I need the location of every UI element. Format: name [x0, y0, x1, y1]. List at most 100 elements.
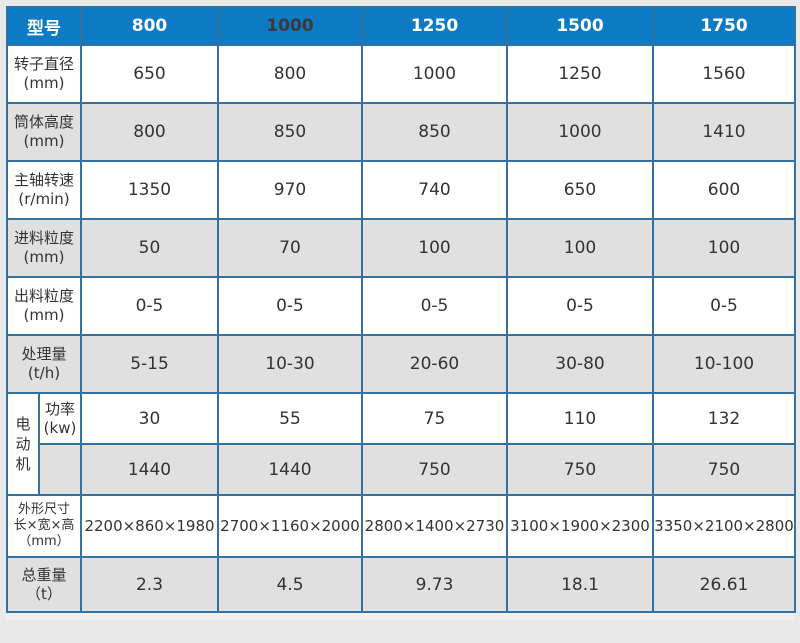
- spec-value-cell: 110: [506, 392, 654, 445]
- spec-value-cell: 55: [217, 392, 363, 445]
- spec-value-cell: 970: [217, 160, 363, 220]
- row-label-text: 功率: [44, 399, 75, 418]
- row-label-text: 出料粒度: [13, 287, 74, 306]
- motor-power-label: 功率 (kw): [38, 392, 82, 445]
- row-label-text: 筒体高度: [13, 113, 74, 132]
- model-header-800: 800: [80, 6, 219, 46]
- row-label-rotor-diameter: 转子直径 (mm): [6, 44, 82, 104]
- model-header-1250: 1250: [361, 6, 508, 46]
- row-label-feed-size: 进料粒度 (mm): [6, 218, 82, 278]
- spec-value-cell: 100: [361, 218, 508, 278]
- spec-value-cell: 9.73: [361, 556, 508, 613]
- model-header-1750: 1750: [652, 6, 796, 46]
- model-header-1000: 1000: [217, 6, 363, 46]
- row-label-unit: （t）: [26, 584, 62, 603]
- model-header-1500: 1500: [506, 6, 654, 46]
- spec-value-cell: 750: [652, 443, 796, 496]
- spec-value-cell: 1440: [217, 443, 363, 496]
- spec-value-cell: 1000: [361, 44, 508, 104]
- spec-value-cell: 26.61: [652, 556, 796, 613]
- row-label-text: 进料粒度: [13, 229, 74, 248]
- spec-value-cell: 0-5: [217, 276, 363, 336]
- spec-value-cell: 0-5: [80, 276, 219, 336]
- spec-value-cell: 30: [80, 392, 219, 445]
- row-label-overall-dimensions: 外形尺寸 长×宽×高 （mm）: [6, 494, 82, 558]
- row-label-text: 外形尺寸: [17, 501, 70, 517]
- spec-value-cell: 100: [506, 218, 654, 278]
- spec-value-cell: 1440: [80, 443, 219, 496]
- spec-value-cell: 750: [506, 443, 654, 496]
- spec-value-cell: 600: [652, 160, 796, 220]
- spec-value-cell: 740: [361, 160, 508, 220]
- row-label-unit: (t/h): [27, 364, 61, 382]
- row-motor-power: 电动机 功率 (kw) 30 55 75 110 132: [6, 392, 796, 496]
- spec-value-cell: 100: [652, 218, 796, 278]
- spec-value-cell: 1410: [652, 102, 796, 162]
- spec-value-cell: 3350×2100×2800: [652, 494, 796, 558]
- motor-group-label: 电动机: [6, 392, 40, 496]
- spec-value-cell: 800: [80, 102, 219, 162]
- header-row: 型号 800 1000 1250 1500 1750: [6, 6, 796, 46]
- row-total-weight: 总重量 （t） 2.3 4.5 9.73 18.1 26.61: [6, 556, 796, 613]
- spec-value-cell: 4.5: [217, 556, 363, 613]
- row-label-total-weight: 总重量 （t）: [6, 556, 82, 613]
- spec-value-cell: 650: [506, 160, 654, 220]
- spec-value-cell: 0-5: [506, 276, 654, 336]
- model-column-header: 型号: [6, 6, 82, 46]
- spec-value-cell: 0-5: [361, 276, 508, 336]
- spec-value-cell: 650: [80, 44, 219, 104]
- row-rotor-diameter: 转子直径 (mm) 650 800 1000 1250 1560: [6, 44, 796, 104]
- spec-value-cell: 50: [80, 218, 219, 278]
- spec-value-cell: 800: [217, 44, 363, 104]
- spec-value-cell: 0-5: [652, 276, 796, 336]
- row-label-unit: （mm）: [18, 534, 70, 550]
- spec-value-cell: 1000: [506, 102, 654, 162]
- row-cylinder-height: 筒体高度 (mm) 800 850 850 1000 1410: [6, 102, 796, 162]
- row-label-unit: (r/min): [18, 190, 70, 208]
- spec-value-cell: 18.1: [506, 556, 654, 613]
- row-label-text: 转子直径: [13, 55, 74, 74]
- spec-value-cell: 70: [217, 218, 363, 278]
- row-label-unit: (mm): [23, 306, 65, 324]
- spec-value-cell: 1560: [652, 44, 796, 104]
- spec-value-cell: 1250: [506, 44, 654, 104]
- spec-value-cell: 10-100: [652, 334, 796, 394]
- row-label-unit: (mm): [23, 132, 65, 150]
- row-label-discharge-size: 出料粒度 (mm): [6, 276, 82, 336]
- spec-value-cell: 2800×1400×2730: [361, 494, 508, 558]
- row-label-unit: (mm): [23, 248, 65, 266]
- spec-value-cell: 5-15: [80, 334, 219, 394]
- row-label-text: 长×宽×高: [13, 517, 75, 533]
- row-label-cylinder-height: 筒体高度 (mm): [6, 102, 82, 162]
- row-feed-size: 进料粒度 (mm) 50 70 100 100 100: [6, 218, 796, 278]
- bottom-strip: [6, 613, 794, 620]
- spec-value-cell: 850: [217, 102, 363, 162]
- spec-value-cell: 2200×860×1980: [80, 494, 219, 558]
- row-overall-dimensions: 外形尺寸 长×宽×高 （mm） 2200×860×1980 2700×1160×…: [6, 494, 796, 558]
- row-label-unit: (kw): [43, 418, 77, 437]
- row-spindle-speed: 主轴转速 (r/min) 1350 970 740 650 600: [6, 160, 796, 220]
- row-capacity: 处理量 (t/h) 5-15 10-30 20-60 30-80 10-100: [6, 334, 796, 394]
- row-label-spindle-speed: 主轴转速 (r/min): [6, 160, 82, 220]
- spec-value-cell: 132: [652, 392, 796, 445]
- row-label-capacity: 处理量 (t/h): [6, 334, 82, 394]
- spec-value-cell: 75: [361, 392, 508, 445]
- spec-value-cell: 3100×1900×2300: [506, 494, 654, 558]
- spec-value-cell: 1350: [80, 160, 219, 220]
- spec-value-cell: 2700×1160×2000: [217, 494, 363, 558]
- spec-value-cell: 850: [361, 102, 508, 162]
- row-discharge-size: 出料粒度 (mm) 0-5 0-5 0-5 0-5 0-5: [6, 276, 796, 336]
- motor-speed-label: [38, 443, 82, 496]
- row-label-unit: (mm): [23, 74, 65, 92]
- row-label-text: 主轴转速: [13, 171, 74, 190]
- spec-value-cell: 20-60: [361, 334, 508, 394]
- row-label-text: 总重量: [21, 565, 67, 584]
- motor-group-label-text: 电动机: [15, 414, 31, 474]
- row-label-text: 处理量: [21, 345, 67, 364]
- row-motor-speed: 1440 1440 750 750 750: [7, 443, 796, 496]
- spec-value-cell: 30-80: [506, 334, 654, 394]
- spec-value-cell: 750: [361, 443, 508, 496]
- spec-table: 型号 800 1000 1250 1500 1750 转子直径 (mm) 650…: [6, 6, 796, 613]
- spec-value-cell: 2.3: [80, 556, 219, 613]
